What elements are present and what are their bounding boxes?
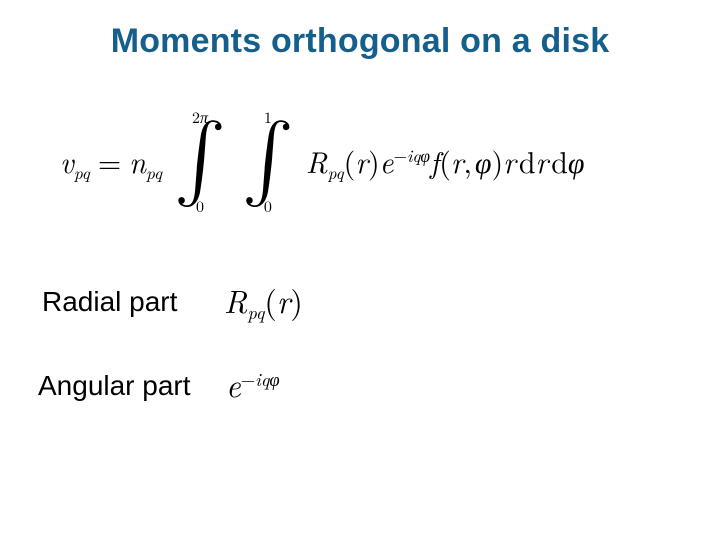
label-radial-part: Radial part (42, 286, 177, 318)
radial-r: r (277, 278, 291, 323)
exp-miqphi: −iqφ (393, 143, 430, 168)
dr-d: d (519, 139, 536, 182)
int2-upper: 1 (264, 105, 272, 128)
slide-title: Moments orthogonal on a disk (0, 22, 720, 61)
angular-e: e (226, 362, 241, 407)
equation-radial: Rpq(r) (224, 278, 303, 323)
label-angular-part: Angular part (38, 370, 191, 402)
int2-lower: 0 (264, 194, 272, 217)
var-phi: φ (475, 139, 492, 182)
eq-integrand: Rpq(r)e−iqφf(r,φ)rdrdφ (306, 139, 585, 182)
var-n: n (129, 139, 146, 182)
radial-sub: pq (247, 299, 264, 325)
integral-sign-2: ∫ (242, 121, 294, 199)
angular-exp: −iqφ (241, 366, 280, 392)
int1-upper-num: 2 (192, 105, 200, 128)
slide: Moments orthogonal on a disk vpq = npq 2… (0, 0, 720, 540)
integral-outer: 2π ∫ 0 (174, 121, 226, 199)
var-f: f (430, 139, 439, 182)
integral-inner: 1 ∫ 0 (242, 121, 294, 199)
sub-pq-3: pq (328, 160, 344, 185)
var-r-3: r (503, 139, 516, 182)
dphi-phi: φ (568, 139, 585, 182)
angular-phi: φ (269, 366, 279, 392)
sub-pq: pq (74, 160, 90, 185)
dphi-d: d (551, 139, 568, 182)
integral-sign-1: ∫ (174, 121, 226, 199)
int1-upper-pi: π (200, 105, 208, 128)
var-r-2: r (451, 139, 464, 182)
var-r: r (355, 139, 368, 182)
equation-angular: e−iqφ (226, 362, 280, 407)
angular-minus: − (241, 366, 255, 392)
var-e: e (380, 139, 394, 182)
exp-phi: φ (420, 143, 430, 168)
equals-sign: = (98, 139, 121, 182)
dr-r: r (536, 139, 549, 182)
sub-pq-2: pq (146, 160, 162, 185)
eq-lhs: vpq (60, 139, 90, 182)
int1-upper: 2π (192, 105, 208, 128)
exp-minus: − (393, 143, 407, 168)
equation-main: vpq = npq 2π ∫ 0 1 ∫ 0 (60, 100, 680, 220)
eq-coef: npq (129, 139, 162, 182)
var-v: v (60, 139, 74, 182)
var-R: R (306, 139, 328, 182)
int1-lower: 0 (196, 194, 204, 217)
radial-R: R (224, 278, 247, 323)
